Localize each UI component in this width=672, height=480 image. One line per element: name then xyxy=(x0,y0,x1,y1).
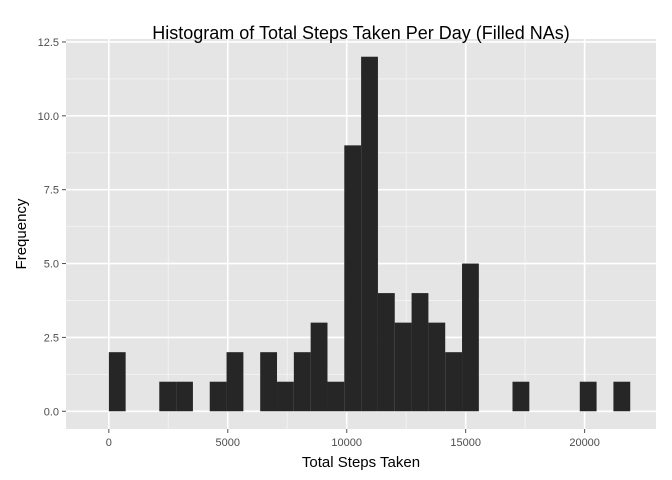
y-tick-label: 0.0 xyxy=(44,406,59,418)
histogram-bar xyxy=(277,381,294,412)
x-tick-label: 20000 xyxy=(569,437,600,449)
histogram-bar xyxy=(512,381,530,412)
y-tick-label: 10.0 xyxy=(38,111,59,123)
histogram-bar xyxy=(310,322,328,412)
histogram-bar xyxy=(293,352,311,412)
histogram-bar xyxy=(108,352,126,412)
x-tick-label: 5000 xyxy=(216,437,240,449)
histogram-bar xyxy=(176,381,193,412)
histogram-bars xyxy=(108,56,631,412)
y-tick-label: 7.5 xyxy=(44,185,59,197)
histogram-bar xyxy=(209,381,227,412)
histogram-bar xyxy=(462,263,479,412)
histogram-bar xyxy=(579,381,597,412)
histogram-bar xyxy=(344,145,362,412)
histogram-bar xyxy=(361,56,378,412)
histogram-bar xyxy=(428,322,446,412)
histogram-bar xyxy=(159,381,177,412)
histogram-bar xyxy=(327,381,345,412)
y-tick-label: 5.0 xyxy=(44,259,59,271)
y-tick-label: 12.5 xyxy=(38,37,59,49)
x-tick-label: 15000 xyxy=(450,437,481,449)
x-tick-label: 0 xyxy=(106,437,112,449)
histogram-bar xyxy=(377,293,395,412)
chart-title: Histogram of Total Steps Taken Per Day (… xyxy=(152,23,570,43)
histogram-bar xyxy=(260,352,278,412)
y-axis-ticks: 0.0 2.5 5.0 7.5 10.0 12.5 xyxy=(38,37,66,418)
histogram-bar xyxy=(394,322,412,412)
y-axis-title: Frequency xyxy=(13,198,30,269)
y-tick-label: 2.5 xyxy=(44,332,59,344)
histogram-bar xyxy=(411,293,429,412)
x-axis-ticks: 0 5000 10000 15000 20000 xyxy=(106,429,600,449)
histogram-bar xyxy=(226,352,244,412)
histogram-bar xyxy=(445,352,463,412)
histogram-bar xyxy=(613,381,631,412)
x-tick-label: 10000 xyxy=(331,437,362,449)
x-axis-title: Total Steps Taken xyxy=(302,454,420,471)
